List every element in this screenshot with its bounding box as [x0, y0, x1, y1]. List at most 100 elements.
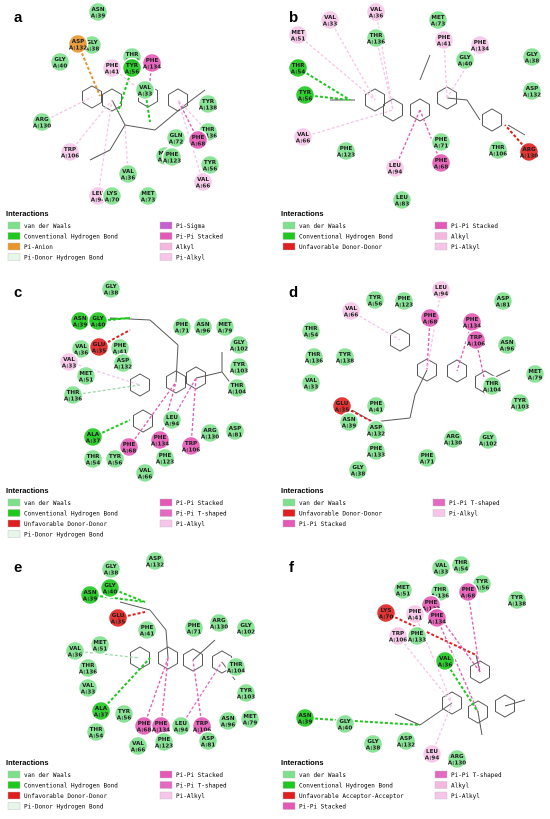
legend-label: van der Waals — [299, 772, 346, 779]
interaction-line — [302, 109, 394, 138]
residue-circle — [430, 152, 452, 174]
residue-id: A:38 — [104, 291, 119, 297]
legend-item: Unfavorable Donor-Donor — [282, 242, 382, 251]
legend-label: Unfavorable Donor-Donor — [299, 244, 382, 251]
legend-swatch — [282, 498, 296, 507]
residue-name: GLY — [352, 465, 364, 471]
residue-name: VAL — [305, 378, 317, 384]
legend-item: Pi-Alkyl — [159, 791, 205, 800]
residue-name: GLN — [170, 133, 183, 139]
residue-name: GLY — [339, 719, 351, 725]
residue-circle — [170, 715, 192, 737]
residue-name: VAL — [139, 468, 151, 474]
residue-name: PHE — [159, 453, 172, 459]
interaction-line — [100, 657, 151, 712]
legend-item: Pi-Alkyl — [434, 791, 480, 800]
residue-name: PHE — [421, 453, 434, 459]
ligand-bond — [394, 713, 421, 726]
interaction-line — [192, 659, 203, 727]
legend-item: Conventional Hydrogen Bond — [7, 232, 118, 241]
legend-item: van der Waals — [7, 498, 71, 507]
residue-id: A:81 — [228, 433, 243, 439]
residue-name: ASN — [91, 7, 104, 13]
residue-id: A:39 — [73, 323, 88, 329]
residue-id: A:134 — [471, 47, 489, 53]
residue-name: MET — [218, 322, 231, 328]
residue-circle — [161, 146, 183, 168]
ligand-bond — [111, 99, 126, 126]
residue-circle — [450, 554, 472, 576]
residue-id: A:136 — [64, 397, 82, 403]
residue-id: A:56 — [298, 97, 313, 103]
ring-bond — [468, 700, 488, 724]
residue-circle — [506, 589, 528, 611]
residue-id: A:38 — [104, 571, 119, 577]
residue-name: GLY — [233, 340, 245, 346]
residue-circle — [88, 336, 110, 358]
residue-name: VAL — [370, 7, 382, 13]
residue-name: ASN — [342, 417, 355, 423]
legend-item: Pi-Pi T-shaped — [159, 509, 227, 518]
legend-label: Pi-Donor Hydrogen Bond — [24, 804, 104, 811]
residue-name: TRP — [392, 631, 404, 637]
residue-circle — [365, 440, 387, 462]
residue-name: PHE — [166, 152, 179, 158]
legend: Interactions van der Waals Unfavorable Don… — [281, 486, 500, 528]
residue-name: VAL — [69, 646, 81, 652]
residue-name: LYS — [381, 608, 392, 614]
residue-name: ASP — [229, 426, 241, 432]
residue-name: GLY — [240, 623, 252, 629]
ring-bond — [482, 108, 502, 132]
residue-id: A:104 — [483, 388, 501, 394]
residue-circle — [59, 141, 81, 163]
legend-label: van der Waals — [24, 223, 71, 230]
residue-id: A:71 — [420, 460, 435, 466]
residue-name: ASN — [298, 713, 311, 719]
residue-id: A:94 — [434, 292, 449, 298]
legend-label: Conventional Hydrogen Bond — [299, 234, 393, 241]
legend: Interactions van der Waals Conventional Hy… — [281, 209, 498, 251]
residue-circle — [101, 57, 123, 79]
legend-label: Pi-Pi T-shaped — [451, 772, 502, 779]
residue-id: A:123 — [156, 460, 174, 466]
residue-name: THR — [67, 390, 80, 396]
residue-id: A:41 — [369, 408, 384, 414]
residue-name: ASN — [500, 340, 513, 346]
residue-id: A:138 — [199, 106, 217, 112]
legend-swatch — [7, 781, 21, 789]
ligand-bond — [446, 97, 468, 101]
legend-title: Interactions — [281, 209, 324, 218]
legend-item: Unfavorable Donor-Donor — [7, 791, 107, 800]
residue-circle — [62, 384, 84, 406]
residue-circle — [85, 721, 107, 743]
legend-label: Pi-Donor Hydrogen Bond — [24, 532, 104, 539]
residue-name: TRP — [196, 721, 208, 727]
residue-id: A:66 — [196, 184, 211, 190]
residue-circle — [406, 625, 428, 647]
residue-circle — [113, 703, 135, 725]
residue-name: THR — [305, 326, 318, 332]
panel-d: d LEUA:94VALA:66TYRA:56PHEA:123ASPA:81PHE… — [281, 279, 546, 528]
legend-item: Conventional Hydrogen Bond — [282, 781, 393, 790]
ligand-structure — [394, 654, 526, 736]
residue-name: ASN — [221, 716, 234, 722]
residue-circle — [300, 320, 322, 342]
residue-name: ASP — [117, 358, 129, 364]
residue-name: PHE — [424, 313, 437, 319]
residue-name: TYR — [109, 454, 122, 460]
